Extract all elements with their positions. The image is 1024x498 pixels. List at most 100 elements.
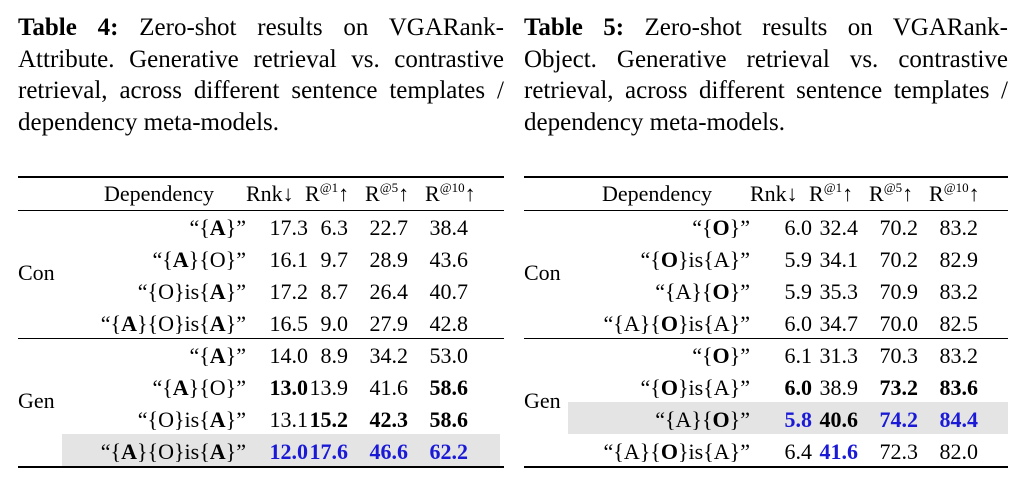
r10-cell: 43.6 [429, 247, 469, 272]
header-dependency: Dependency [104, 181, 214, 206]
rank-cell: 6.0 [784, 375, 813, 400]
rank-cell: 6.4 [784, 439, 813, 464]
group-rule [18, 338, 504, 339]
r1-cell: 8.9 [320, 343, 349, 368]
r1-cell: 34.7 [819, 311, 859, 336]
rank-cell: 16.1 [269, 247, 309, 272]
r5-cell: 46.6 [369, 439, 409, 464]
r10-cell: 84.4 [939, 407, 979, 432]
r10-cell: 42.8 [429, 311, 469, 336]
rank-cell: 6.0 [784, 311, 813, 336]
caption-text: Zero-shot results on VGARank-Attribute. … [18, 14, 504, 136]
dependency-cell: “{O}” [692, 343, 750, 368]
rank-cell: 17.2 [269, 279, 309, 304]
row-highlight [62, 434, 500, 466]
rank-cell: 5.9 [784, 279, 813, 304]
dependency-cell: “{O}is{A}” [137, 407, 246, 432]
dependency-cell: “{A}{O}” [655, 407, 750, 432]
r10-cell: 40.7 [429, 279, 469, 304]
r10-cell: 83.2 [939, 215, 979, 240]
rank-cell: 17.3 [269, 215, 309, 240]
r5-cell: 74.2 [879, 407, 919, 432]
group-label-con: Con [18, 260, 55, 285]
dependency-cell: “{O}is{A}” [640, 375, 750, 400]
bottom-rule [18, 466, 504, 468]
r5-cell: 70.3 [879, 343, 919, 368]
dependency-cell: “{A}{O}” [655, 279, 750, 304]
r10-cell: 82.0 [939, 439, 979, 464]
rank-cell: 12.0 [269, 439, 309, 464]
r1-cell: 40.6 [819, 407, 859, 432]
r1-cell: 6.3 [320, 215, 349, 240]
r5-cell: 22.7 [369, 215, 409, 240]
r10-cell: 82.5 [939, 311, 979, 336]
r5-cell: 28.9 [369, 247, 409, 272]
header-rule [18, 210, 504, 211]
r10-cell: 83.2 [939, 343, 979, 368]
rank-cell: 5.9 [784, 247, 813, 272]
dependency-cell: “{A}{O}” [152, 247, 246, 272]
bottom-rule [524, 466, 1008, 468]
r10-cell: 58.6 [429, 375, 469, 400]
r1-cell: 8.7 [320, 279, 349, 304]
header-r1: R@1↑ [809, 180, 854, 206]
rank-cell: 16.5 [269, 311, 309, 336]
dependency-cell: “{A}{O}is{A}” [603, 311, 750, 336]
r10-cell: 38.4 [429, 215, 469, 240]
header-r1: R@1↑ [305, 180, 350, 206]
dependency-cell: “{O}is{A}” [137, 279, 246, 304]
r5-cell: 70.9 [879, 279, 919, 304]
dependency-cell: “{O}is{A}” [640, 247, 750, 272]
r5-cell: 34.2 [369, 343, 409, 368]
r5-cell: 70.2 [879, 215, 919, 240]
rank-cell: 13.1 [269, 407, 309, 432]
r1-cell: 9.7 [320, 247, 349, 272]
dependency-cell: “{A}{O}is{A}” [100, 311, 246, 336]
r1-cell: 13.9 [309, 375, 349, 400]
r1-cell: 34.1 [819, 247, 859, 272]
r5-cell: 26.4 [369, 279, 409, 304]
group-label-gen: Gen [18, 388, 55, 413]
rank-cell: 5.8 [784, 407, 813, 432]
r10-cell: 62.2 [429, 439, 469, 464]
header-r5: R@5↑ [365, 180, 410, 206]
r5-cell: 70.2 [879, 247, 919, 272]
dependency-cell: “{A}” [189, 215, 246, 240]
dependency-cell: “{A}{O}is{A}” [603, 439, 750, 464]
r10-cell: 58.6 [429, 407, 469, 432]
group-rule [524, 338, 1008, 339]
dependency-cell: “{A}{O}is{A}” [100, 439, 246, 464]
group-label-con: Con [524, 260, 561, 285]
r1-cell: 9.0 [320, 311, 349, 336]
r5-cell: 27.9 [369, 311, 409, 336]
r5-cell: 70.0 [879, 311, 919, 336]
r5-cell: 72.3 [879, 439, 919, 464]
r1-cell: 38.9 [819, 375, 859, 400]
r10-cell: 83.2 [939, 279, 979, 304]
r10-cell: 82.9 [939, 247, 979, 272]
caption-text: Zero-shot results on VGARank-Object. Gen… [524, 14, 1008, 136]
r10-cell: 53.0 [429, 343, 469, 368]
header-dependency: Dependency [602, 181, 712, 206]
header-r10: R@10↑ [425, 180, 476, 206]
r1-cell: 41.6 [819, 439, 859, 464]
caption-label: Table 4: [18, 14, 119, 41]
row-highlight [568, 402, 1008, 434]
r1-cell: 15.2 [309, 407, 349, 432]
dependency-cell: “{A}” [189, 343, 246, 368]
r5-cell: 73.2 [879, 375, 919, 400]
caption-label: Table 5: [524, 14, 625, 41]
r1-cell: 35.3 [819, 279, 859, 304]
table-caption: Table 5: Zero-shot results on VGARank-Ob… [524, 12, 1008, 138]
r10-cell: 83.6 [939, 375, 979, 400]
dependency-cell: “{O}” [692, 215, 750, 240]
rank-cell: 13.0 [269, 375, 309, 400]
rank-cell: 14.0 [269, 343, 309, 368]
group-label-gen: Gen [524, 388, 561, 413]
rank-cell: 6.0 [784, 215, 813, 240]
rank-cell: 6.1 [784, 343, 813, 368]
header-rank: Rnk↓ [750, 181, 798, 206]
header-r5: R@5↑ [869, 180, 914, 206]
r1-cell: 17.6 [309, 439, 349, 464]
table-caption: Table 4: Zero-shot results on VGARank-At… [18, 12, 504, 138]
